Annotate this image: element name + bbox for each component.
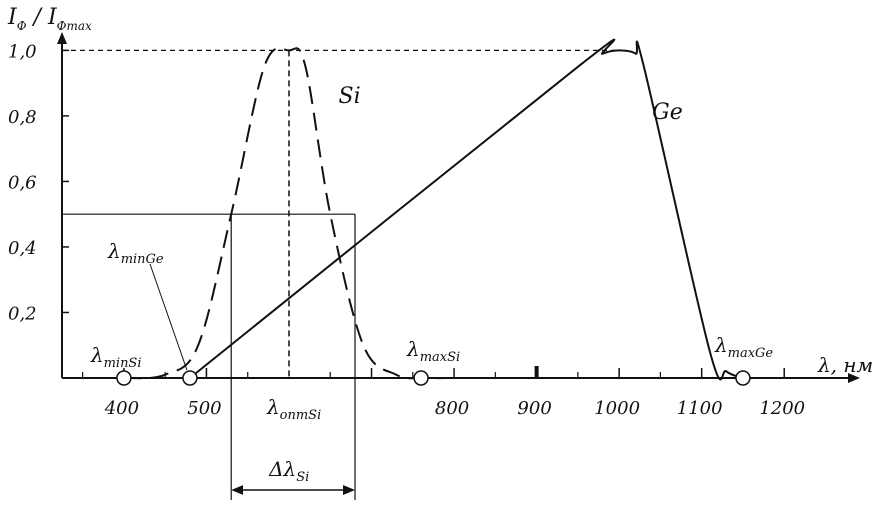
label-lambda-min-ge: λminGe [107, 239, 164, 267]
label-delta-lambda-si: ΔλSi [268, 457, 309, 485]
guide-lines [62, 49, 620, 500]
x-tick-label: 500 [187, 398, 221, 419]
endpoint-marker [116, 370, 132, 386]
x-tick-label: 800 [435, 398, 469, 419]
y-tick-label: 0,6 [8, 172, 37, 193]
series-line-ge [189, 38, 744, 381]
endpoint-marker [182, 370, 198, 386]
series-line-si [123, 47, 446, 380]
series-label-ge: Ge [652, 100, 683, 125]
y-tick-label: 0,8 [8, 107, 37, 128]
y-tick-label: 0,4 [8, 238, 37, 259]
series-label-si: Si [339, 84, 361, 109]
endpoint-markers [116, 370, 751, 386]
x-tick-label: 1100 [677, 398, 723, 419]
label-lambda-max-si: λmaxSi [406, 337, 460, 365]
y-ticks: 0,2 0,4 0,6 0,8 1,0 [8, 41, 69, 324]
curves: Si Ge [123, 38, 744, 381]
y-tick-label: 1,0 [8, 41, 37, 62]
label-lambda-min-si: λminSi [90, 343, 142, 371]
endpoint-marker [413, 370, 429, 386]
x-tick-label: 400 [104, 398, 139, 419]
label-lambda-opt-si: λonmSi [266, 395, 321, 423]
x-axis-label: λ, нм [817, 353, 873, 377]
x-tick-label: 1000 [594, 398, 640, 419]
x-tick-label: 900 [517, 398, 551, 419]
annotations: λminSi λminGe λmaxSi λmaxGe λonmSi ΔλSi [90, 239, 774, 485]
x-ticks: 400 500 800 900 1000 1100 1200 [82, 366, 805, 419]
x-tick-label: 1200 [759, 398, 805, 419]
label-lambda-max-ge: λmaxGe [714, 333, 773, 361]
y-axis-label: IΦ / IΦmax [7, 5, 92, 33]
endpoint-marker [735, 370, 751, 386]
pointer-lambda-min-ge [149, 263, 188, 371]
y-tick-label: 0,2 [8, 303, 37, 324]
